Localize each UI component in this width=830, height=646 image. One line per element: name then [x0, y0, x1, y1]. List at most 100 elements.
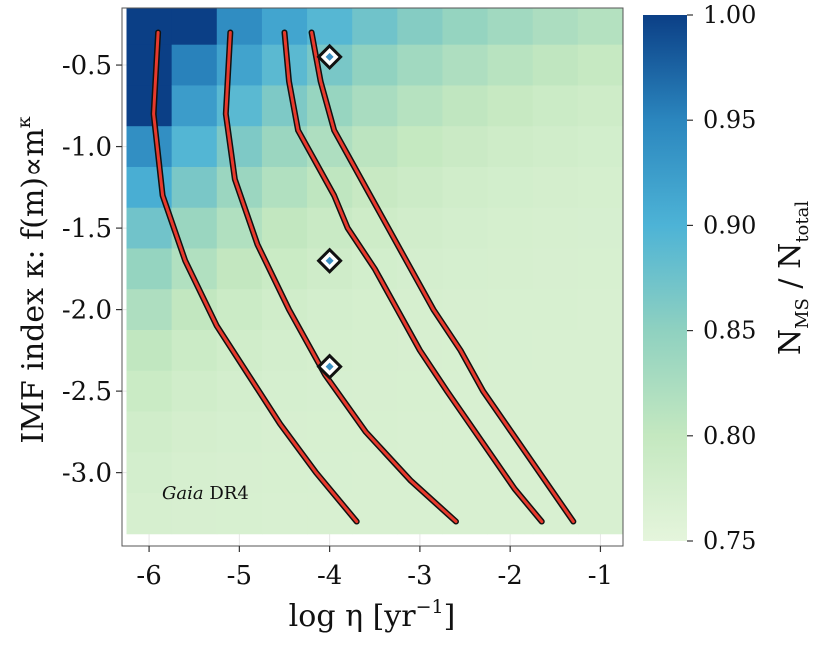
heatmap-cell — [171, 329, 218, 372]
heatmap-cell — [577, 411, 623, 453]
heatmap-cell — [126, 126, 173, 168]
heatmap-cell — [397, 207, 443, 249]
gaia-annotation: Gaia DR4 — [162, 483, 249, 504]
x-tick-label: -1 — [588, 561, 613, 591]
x-tick-label: -6 — [136, 561, 161, 591]
heatmap-cell — [126, 370, 173, 412]
colorbar-label: NMS / Ntotal — [773, 201, 813, 355]
heatmap-cell — [261, 85, 308, 127]
heatmap-cell — [577, 493, 623, 535]
y-axis-label: IMF index κ: f(m)∝mκ — [13, 116, 51, 443]
heatmap-cell — [397, 44, 443, 86]
heatmap-cell — [577, 44, 623, 86]
heatmap-cell — [442, 126, 489, 168]
heatmap-cell — [126, 289, 173, 331]
heatmap-cell — [397, 85, 443, 127]
heatmap-cell — [352, 493, 398, 535]
heatmap-cell — [577, 289, 623, 331]
heatmap-cell — [352, 8, 398, 46]
contour-line — [152, 30, 359, 524]
heatmap-cell — [487, 248, 534, 290]
x-axis-ticks: -6 -5 -4 -3 -2 -1 — [136, 546, 613, 591]
heatmap-cell — [487, 8, 534, 46]
heatmap-cell — [577, 85, 623, 127]
heatmap-cell — [171, 370, 218, 412]
heatmap-cell — [577, 207, 623, 249]
y-axis-ticks: -0.5 -1.0 -1.5 -2.0 -2.5 -3.0 — [62, 51, 122, 489]
colorbar-tick-label: 0.85 — [703, 317, 756, 345]
heatmap-cell — [532, 289, 579, 331]
heatmap-cell — [577, 166, 623, 209]
heatmap-cell — [532, 85, 579, 127]
heatmap-cell — [171, 85, 218, 127]
heatmap-cell — [126, 248, 173, 290]
x-tick-label: -3 — [407, 561, 432, 591]
heatmap-cell — [171, 493, 218, 535]
heatmap-cell — [442, 289, 489, 331]
heatmap-cell — [577, 126, 623, 168]
heatmap-cell — [216, 370, 263, 412]
y-tick-label: -1.0 — [62, 133, 112, 163]
x-tick-label: -2 — [497, 561, 522, 591]
heatmap-cell — [352, 44, 398, 86]
heatmap-cells — [126, 8, 623, 535]
y-tick-label: -3.0 — [62, 459, 112, 489]
heatmap-cell — [171, 452, 218, 494]
x-axis-label: log η [yr−1] — [289, 596, 456, 634]
heatmap-cell — [487, 126, 534, 168]
heatmap-cell — [397, 411, 443, 453]
heatmap-cell — [397, 126, 443, 168]
heatmap-cell — [216, 248, 263, 290]
heatmap-cell — [261, 493, 308, 535]
heatmap-cell — [577, 248, 623, 290]
heatmap-cell — [171, 44, 218, 86]
heatmap-cell — [577, 329, 623, 372]
heatmap-cell — [397, 493, 443, 535]
heatmap-cell — [442, 166, 489, 209]
heatmap-cell — [532, 126, 579, 168]
diamond-marker-center — [325, 256, 334, 265]
contour-line — [310, 30, 575, 524]
heatmap-cell — [352, 85, 398, 127]
heatmap-cell — [171, 166, 218, 209]
heatmap-cell — [307, 493, 353, 535]
heatmap-cell — [532, 44, 579, 86]
heatmap-cell — [126, 85, 173, 127]
x-tick-label: -5 — [227, 561, 252, 591]
heatmap-cell — [261, 166, 308, 209]
heatmap-cell — [487, 166, 534, 209]
heatmap-cell — [442, 207, 489, 249]
heatmap-cell — [577, 452, 623, 494]
heatmap-cell — [171, 126, 218, 168]
contour-lines — [150, 29, 577, 525]
y-tick-label: -2.5 — [62, 377, 112, 407]
heatmap-cell — [397, 166, 443, 209]
heatmap-cell — [261, 452, 308, 494]
heatmap-cell — [442, 452, 489, 494]
heatmap-cell — [126, 8, 173, 46]
heatmap-cell — [307, 289, 353, 331]
colorbar-tick-label: 1.00 — [703, 1, 756, 29]
heatmap-cell — [487, 85, 534, 127]
diamond-marker-center — [325, 52, 334, 61]
heatmap-cell — [352, 329, 398, 372]
heatmap-cell — [171, 411, 218, 453]
heatmap-cell — [487, 289, 534, 331]
heatmap-cell — [532, 8, 579, 46]
heatmap-cell — [216, 493, 263, 535]
markers — [316, 43, 343, 380]
heatmap-cell — [216, 8, 263, 46]
colorbar-tick-label: 0.75 — [703, 527, 756, 555]
contour-line — [224, 30, 458, 524]
heatmap-cell — [532, 411, 579, 453]
heatmap-cell — [216, 411, 263, 453]
heatmap-cell — [126, 493, 173, 535]
heatmap-cell — [261, 329, 308, 372]
heatmap-cell — [397, 8, 443, 46]
heatmap-cell — [487, 329, 534, 372]
colorbar-ticks: 1.00 0.95 0.90 0.85 0.80 0.75 — [687, 1, 756, 555]
heatmap-cell — [442, 8, 489, 46]
heatmap-cell — [171, 8, 218, 46]
contour-line — [282, 30, 544, 524]
